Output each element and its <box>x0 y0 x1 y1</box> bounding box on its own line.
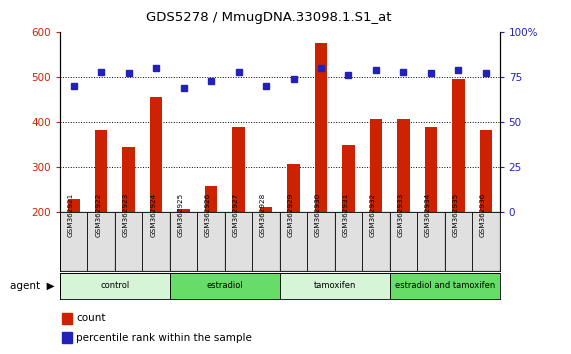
Text: GSM362925: GSM362925 <box>178 193 184 238</box>
Bar <box>480 130 492 212</box>
Bar <box>62 332 72 343</box>
Text: GSM362923: GSM362923 <box>123 193 128 238</box>
Text: GSM362934: GSM362934 <box>425 193 431 238</box>
Bar <box>390 213 417 270</box>
Bar <box>150 97 162 212</box>
Bar <box>473 213 499 270</box>
Bar <box>370 119 382 212</box>
Text: control: control <box>100 281 130 290</box>
Bar <box>308 213 334 270</box>
Text: estradiol and tamoxifen: estradiol and tamoxifen <box>395 281 495 290</box>
Bar <box>418 213 444 270</box>
Text: GSM362922: GSM362922 <box>95 193 101 238</box>
Text: GSM362921: GSM362921 <box>68 193 74 238</box>
Bar <box>389 273 500 299</box>
Bar <box>260 207 272 212</box>
Bar <box>315 43 327 212</box>
Bar <box>143 213 170 270</box>
Bar <box>95 130 107 212</box>
Text: GSM362936: GSM362936 <box>480 193 486 238</box>
Text: GSM362924: GSM362924 <box>150 193 156 238</box>
Bar <box>61 213 87 270</box>
Bar <box>445 213 472 270</box>
Text: count: count <box>77 313 106 323</box>
Bar <box>226 213 252 270</box>
Bar <box>253 213 279 270</box>
Bar <box>88 213 114 270</box>
Bar <box>170 273 280 299</box>
Bar <box>60 273 170 299</box>
Text: percentile rank within the sample: percentile rank within the sample <box>77 332 252 343</box>
Bar <box>67 199 80 212</box>
Bar <box>198 213 224 270</box>
Bar <box>342 145 355 212</box>
Bar <box>452 79 465 212</box>
Text: GSM362926: GSM362926 <box>205 193 211 238</box>
Text: GDS5278 / MmugDNA.33098.1.S1_at: GDS5278 / MmugDNA.33098.1.S1_at <box>146 11 391 24</box>
Bar <box>425 127 437 212</box>
Bar <box>115 213 142 270</box>
Bar <box>62 313 72 324</box>
Text: GSM362935: GSM362935 <box>452 193 459 238</box>
Text: GSM362932: GSM362932 <box>370 193 376 238</box>
Text: GSM362927: GSM362927 <box>232 193 239 238</box>
Bar <box>280 273 390 299</box>
Text: estradiol: estradiol <box>207 281 243 290</box>
Text: tamoxifen: tamoxifen <box>313 281 356 290</box>
Bar <box>363 213 389 270</box>
Text: GSM362928: GSM362928 <box>260 193 266 238</box>
Bar <box>280 213 307 270</box>
Bar <box>205 186 218 212</box>
Text: GSM362930: GSM362930 <box>315 193 321 238</box>
Bar <box>335 213 361 270</box>
Bar <box>178 209 190 212</box>
Bar <box>287 164 300 212</box>
Bar <box>397 119 409 212</box>
Bar <box>232 127 245 212</box>
Text: GSM362931: GSM362931 <box>343 193 348 238</box>
Text: agent  ▶: agent ▶ <box>10 281 54 291</box>
Text: GSM362929: GSM362929 <box>288 193 293 238</box>
Bar <box>170 213 197 270</box>
Bar <box>122 147 135 212</box>
Text: GSM362933: GSM362933 <box>397 193 404 238</box>
